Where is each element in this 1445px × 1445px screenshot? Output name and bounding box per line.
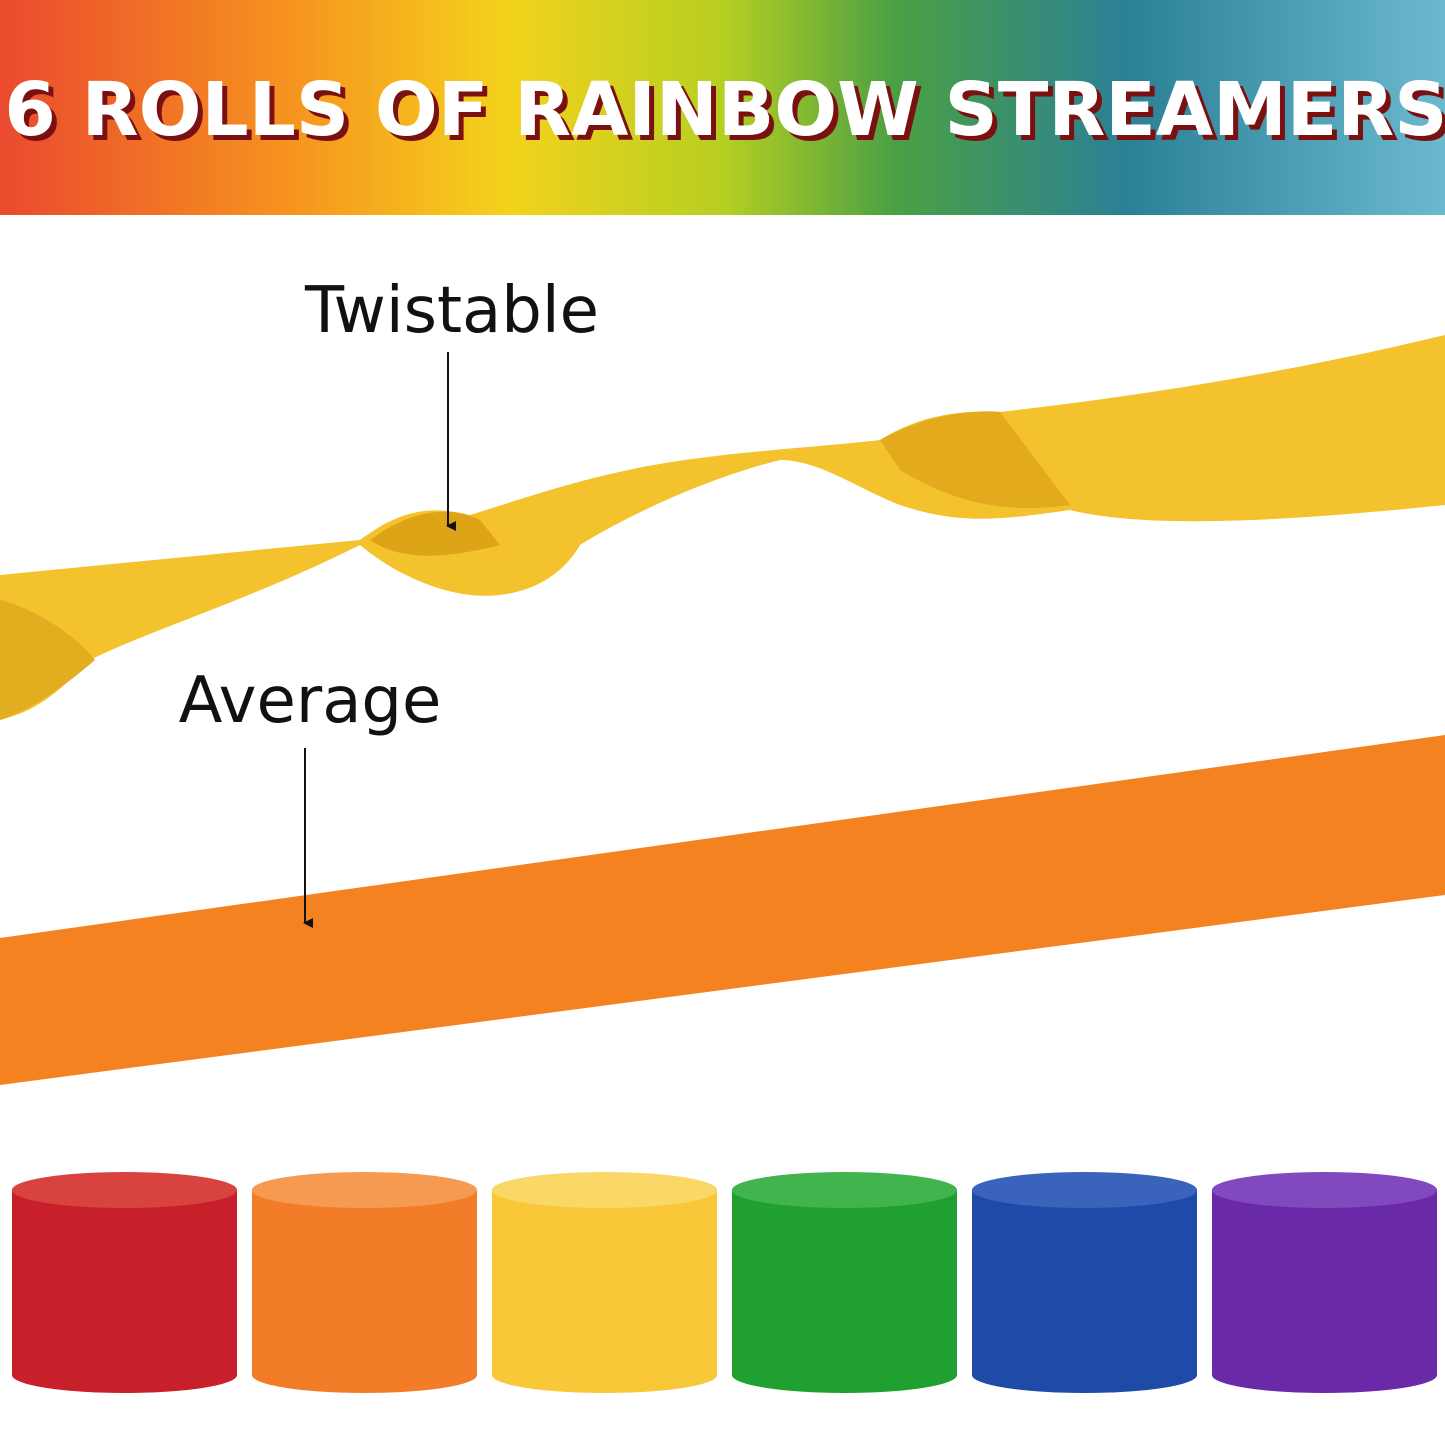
roll bbox=[732, 1190, 958, 1394]
rolls bbox=[12, 1172, 1437, 1394]
straight-streamer bbox=[0, 735, 1445, 1085]
title: 6 ROLLS OF RAINBOW STREAMERS bbox=[4, 67, 1445, 153]
roll-top bbox=[12, 1172, 237, 1208]
roll bbox=[972, 1190, 1197, 1394]
roll bbox=[12, 1190, 237, 1394]
roll bbox=[492, 1190, 717, 1394]
twisted-streamer bbox=[0, 335, 1445, 720]
header-band bbox=[0, 0, 1445, 215]
roll-top bbox=[972, 1172, 1197, 1208]
roll-top bbox=[1212, 1172, 1437, 1208]
roll bbox=[1212, 1190, 1437, 1394]
average-label: Average bbox=[179, 664, 442, 738]
roll-top bbox=[492, 1172, 717, 1208]
roll-top bbox=[732, 1172, 957, 1208]
roll bbox=[252, 1190, 477, 1394]
twistable-label: Twistable bbox=[304, 274, 599, 348]
title-shadow: 6 ROLLS OF RAINBOW STREAMERS bbox=[9, 72, 1445, 158]
roll-top bbox=[252, 1172, 477, 1208]
